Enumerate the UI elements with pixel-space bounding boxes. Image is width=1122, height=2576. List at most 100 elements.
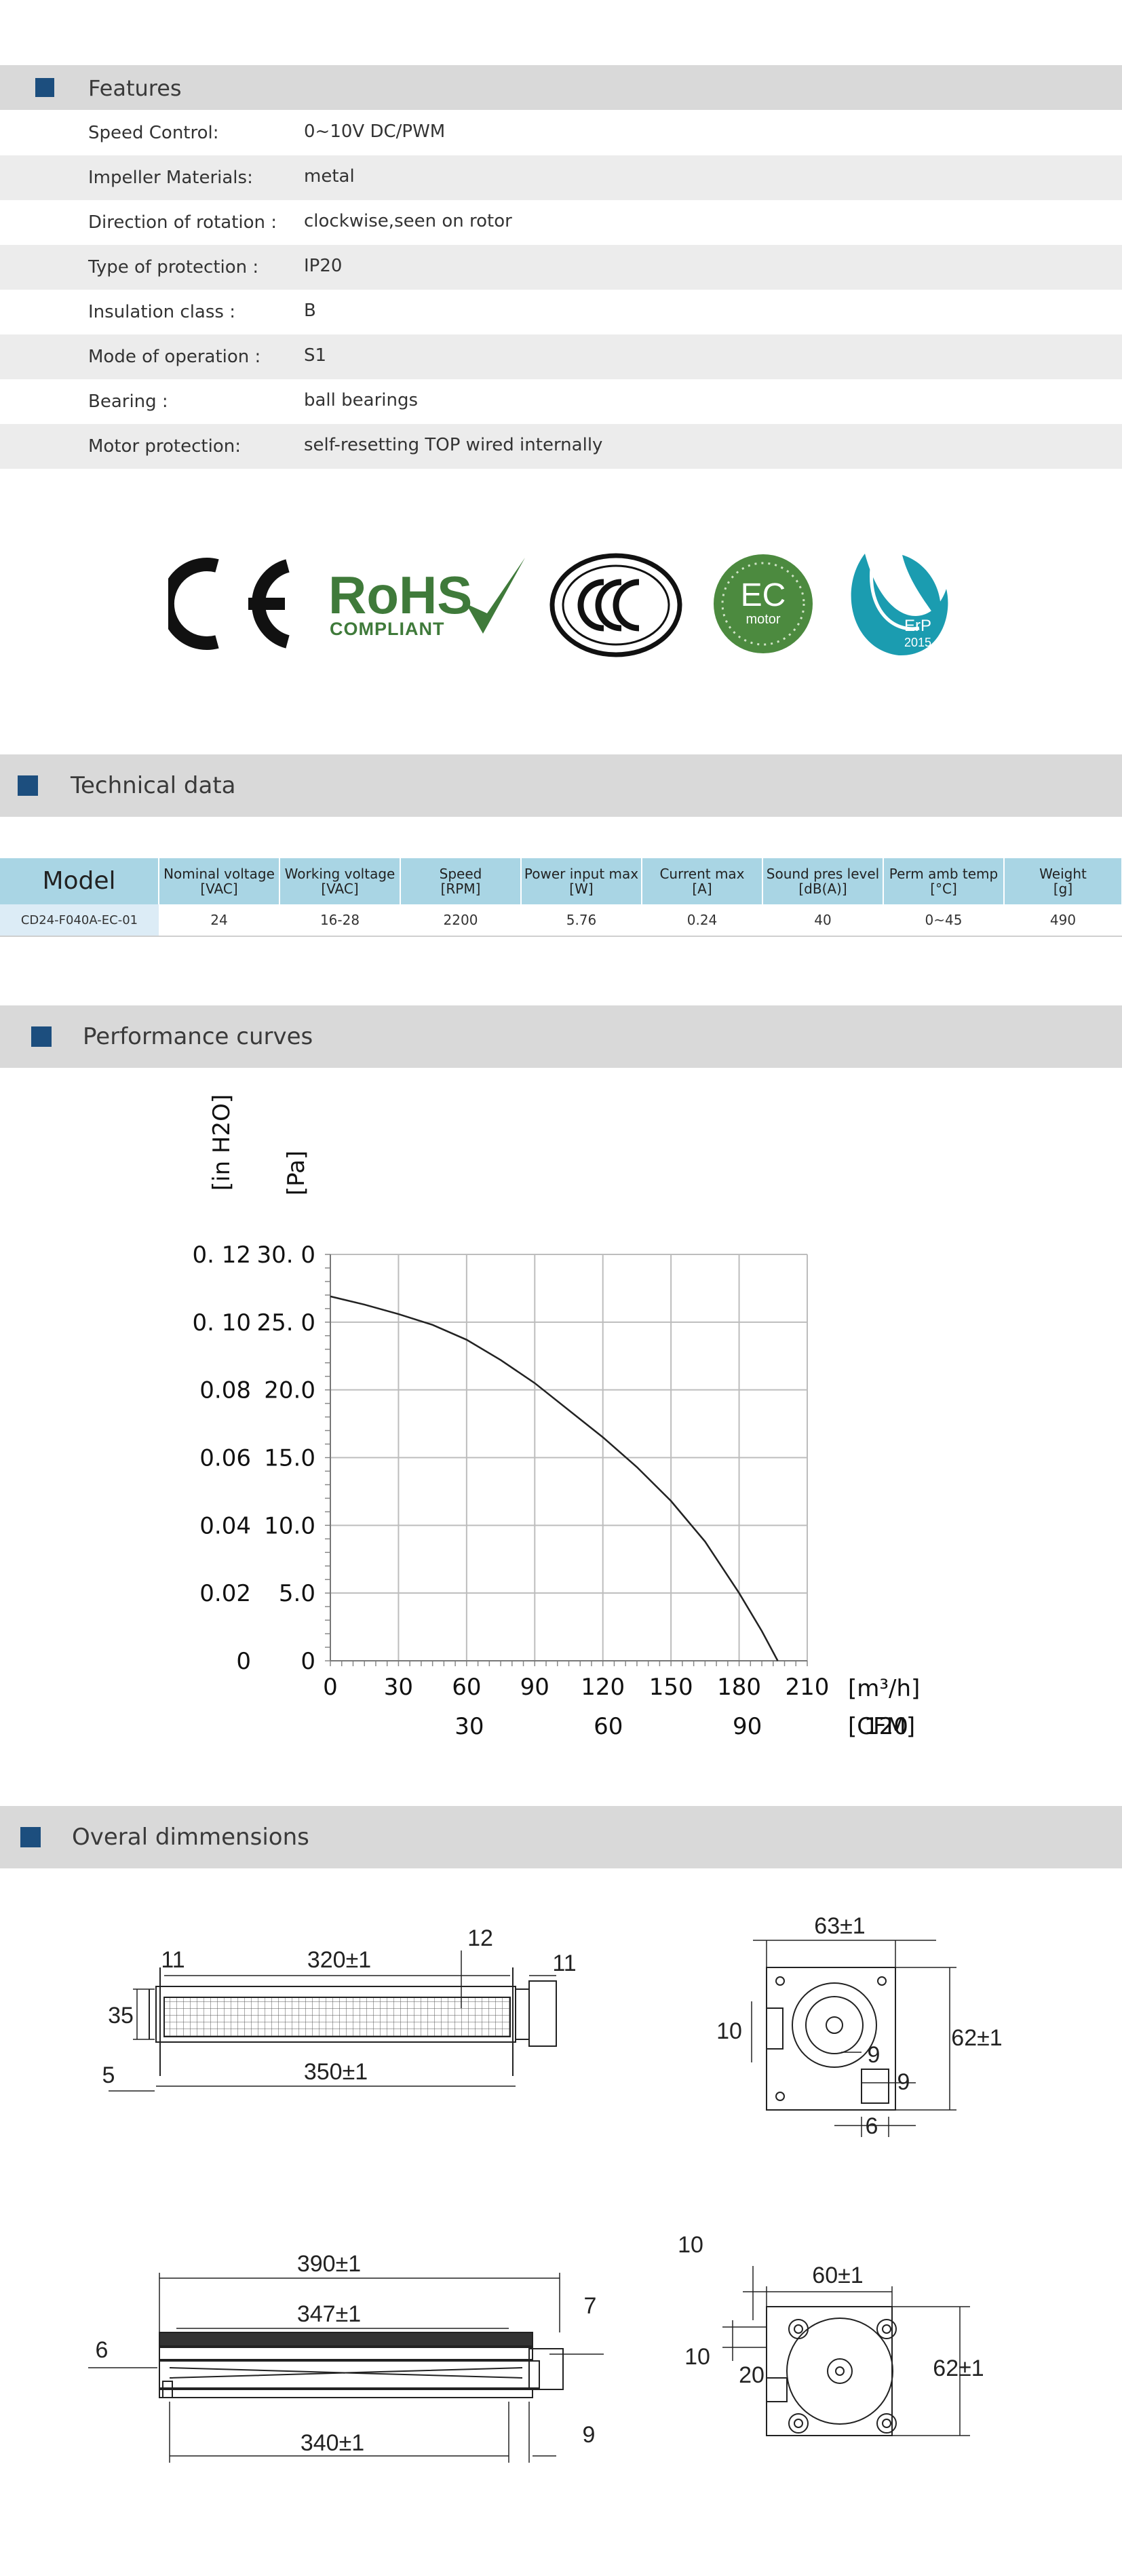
y-axis-title-inh2o: [in H2O]: [208, 1094, 235, 1191]
dim-label: 340±1: [301, 2430, 364, 2456]
column-header: Working voltage [VAC]: [279, 858, 401, 904]
feature-value: 0~10V DC/PWM: [304, 121, 446, 142]
dim-label: 62±1: [951, 2025, 1002, 2051]
pa-tick-label: 0: [301, 1648, 315, 1675]
rohs-compliant-text: COMPLIANT: [330, 619, 444, 639]
feature-label: Direction of rotation :: [88, 212, 277, 233]
x-tick-label: 180: [717, 1674, 761, 1701]
dim-label: 6: [96, 2337, 109, 2363]
section-marker-icon: [31, 1026, 52, 1047]
inh2o-tick-label: 0.02: [199, 1580, 251, 1607]
ec-text: EC: [741, 577, 786, 613]
pa-tick-label: 10.0: [264, 1512, 315, 1539]
feature-row: Insulation class : B: [0, 290, 1122, 334]
x-axis-title-cfm: [CFM]: [848, 1713, 915, 1740]
dim-label: 63±1: [814, 1913, 865, 1939]
ccc-logo: [548, 551, 684, 659]
dimension-drawing-end-view: 60±1 62±1 10 10 20: [678, 2232, 984, 2436]
section-marker-icon: [35, 78, 54, 97]
feature-label: Mode of operation :: [88, 347, 261, 367]
dim-label: 320±1: [307, 1947, 371, 1973]
table-header-row: Model Nominal voltage [VAC] Working volta…: [0, 858, 1122, 904]
inh2o-tick-label: 0.08: [199, 1377, 251, 1404]
header-unit: [g]: [1053, 881, 1073, 897]
technical-table: Model Nominal voltage [VAC] Working volta…: [0, 858, 1122, 937]
table-cell: 2200: [400, 904, 521, 937]
performance-title: Performance curves: [83, 1023, 313, 1050]
pa-tick-label: 15.0: [264, 1445, 315, 1472]
dim-label: 60±1: [812, 2263, 863, 2288]
inh2o-tick-label: 0. 10: [192, 1309, 251, 1337]
ce-logo: [160, 556, 297, 651]
dim-label: 5: [102, 2062, 115, 2088]
performance-curve: [330, 1295, 779, 1661]
feature-label: Impeller Materials:: [88, 168, 253, 188]
inh2o-tick-label: 0.04: [199, 1512, 251, 1539]
dim-label: 350±1: [304, 2059, 368, 2085]
header-unit: [VAC]: [321, 881, 359, 897]
dim-label: 10: [684, 2344, 710, 2370]
inh2o-tick-label: 0. 12: [192, 1242, 251, 1269]
table-cell: 490: [1004, 904, 1122, 937]
header-unit: [dB(A)]: [798, 881, 847, 897]
dim-label: 11: [552, 1950, 576, 1976]
column-header: Power input max [W]: [521, 858, 642, 904]
dim-label: 9: [897, 2069, 910, 2095]
feature-row: Bearing : ball bearings: [0, 379, 1122, 424]
table-cell: 24: [159, 904, 279, 937]
feature-value: B: [304, 301, 316, 321]
feature-row: Speed Control: 0~10V DC/PWM: [0, 111, 1122, 155]
model-cell: CD24-F040A-EC-01: [0, 904, 159, 937]
dim-label: 20: [739, 2362, 765, 2388]
features-title: Features: [88, 75, 182, 101]
header-label: Nominal voltage: [163, 866, 275, 882]
feature-label: Type of protection :: [88, 257, 259, 277]
inh2o-tick-label: 0: [236, 1648, 251, 1675]
table-cell: 40: [762, 904, 883, 937]
header-unit: [A]: [692, 881, 712, 897]
cfm-tick-label: 90: [733, 1713, 762, 1740]
dimension-drawing-side-view: 63±1 62±1 10 9 9 6: [716, 1913, 1003, 2139]
header-label: Sound pres level: [766, 866, 880, 882]
header-unit: [°C]: [930, 881, 957, 897]
header-label: Working voltage: [284, 866, 395, 882]
header-label: Perm amb temp: [889, 866, 999, 882]
y-axis-title-pa: [Pa]: [283, 1151, 310, 1195]
x-tick-label: 150: [649, 1674, 693, 1701]
feature-value: self-resetting TOP wired internally: [304, 435, 603, 455]
header-label: Speed: [439, 866, 482, 882]
section-marker-icon: [18, 775, 38, 796]
dim-label: 11: [161, 1947, 185, 1973]
dim-label: 347±1: [297, 2301, 361, 2327]
erp-logo: ErP 2015: [845, 548, 953, 660]
column-header: Current max [A]: [642, 858, 763, 904]
feature-row: Type of protection : IP20: [0, 245, 1122, 290]
erp-year-text: 2015: [904, 636, 931, 649]
dimension-drawing-top-view: 320±1 350±1 11 11 12 35 5: [102, 1925, 577, 2092]
table-row: CD24-F040A-EC-01 24 16-28 2200 5.76 0.24…: [0, 904, 1122, 937]
rohs-logo: RoHS COMPLIANT: [327, 551, 530, 653]
rohs-text: RoHS: [328, 565, 472, 625]
table-cell: 5.76: [521, 904, 642, 937]
pa-tick-label: 30. 0: [256, 1242, 315, 1269]
dim-label: 12: [467, 1925, 493, 1951]
x-tick-label: 90: [520, 1674, 549, 1701]
x-tick-label: 0: [323, 1674, 338, 1701]
x-tick-label: 30: [384, 1674, 413, 1701]
feature-value: clockwise,seen on rotor: [304, 211, 512, 231]
x-tick-label: 120: [581, 1674, 625, 1701]
column-header: Speed [RPM]: [400, 858, 522, 904]
column-header: Weight [g]: [1004, 858, 1122, 904]
dim-label: 35: [108, 2003, 134, 2029]
erp-text: ErP: [904, 617, 931, 635]
dim-label: 6: [866, 2113, 878, 2139]
feature-label: Motor protection:: [88, 436, 241, 457]
pa-tick-label: 25. 0: [256, 1309, 315, 1337]
technical-title: Technical data: [71, 772, 236, 799]
dimensions-header: [0, 1806, 1122, 1868]
checkmark-icon: [466, 558, 525, 634]
column-header: Model: [0, 858, 159, 904]
motor-text: motor: [746, 612, 780, 627]
dim-label: 9: [583, 2422, 596, 2448]
header-unit: [RPM]: [440, 881, 481, 897]
